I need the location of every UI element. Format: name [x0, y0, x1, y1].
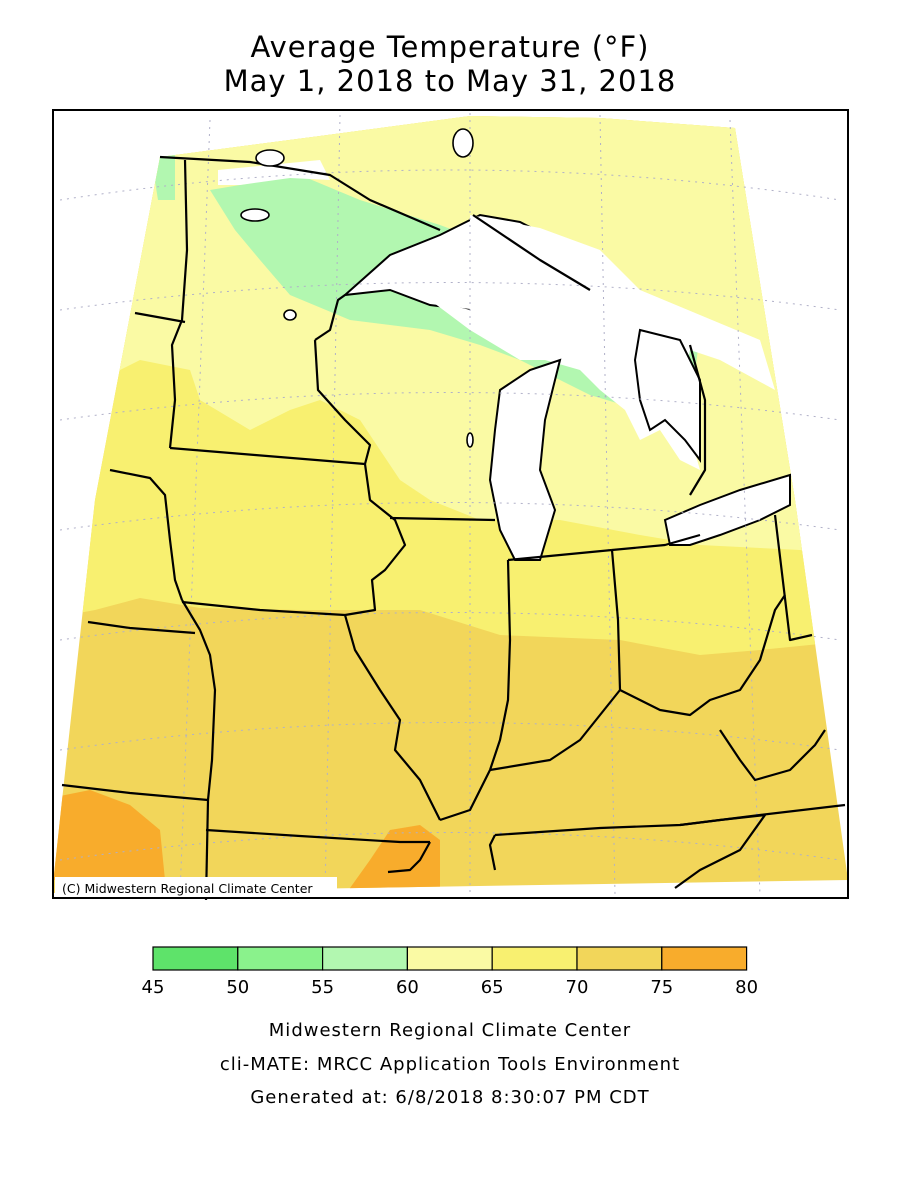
legend-box-3	[406, 946, 493, 971]
lake-erie	[663, 473, 791, 546]
border-in-mi	[507, 548, 613, 562]
legend-color-boxes	[152, 946, 748, 971]
footer-organization: Midwestern Regional Climate Center	[268, 1020, 632, 1041]
border-ia-il-wi	[344, 463, 407, 617]
legend-tick-labels: 45 50 55 60 65 70 75 80	[142, 977, 759, 998]
legend-box-1	[237, 946, 324, 971]
footer-generated-time: Generated at: 6/8/2018 8:30:07 PM CDT	[250, 1087, 650, 1108]
legend-box-0	[152, 946, 239, 971]
canada-land	[430, 215, 775, 470]
border-ia-mo	[181, 600, 346, 617]
legend-tick-60: 60	[396, 977, 419, 998]
lake-huron	[633, 328, 701, 463]
state-boundaries	[61, 155, 846, 901]
legend-tick-70: 70	[566, 977, 589, 998]
border-ks-mo	[181, 599, 217, 801]
great-lakes	[218, 160, 791, 561]
copyright-box	[55, 877, 337, 897]
legend-box-2	[322, 946, 409, 971]
border-mo-ar	[205, 828, 430, 844]
border-wi-il	[389, 516, 496, 522]
zone-75-80	[52, 790, 165, 880]
border-ky-wv	[719, 729, 826, 782]
border-ky-in-oh	[489, 594, 786, 772]
copyright-text: (C) Midwestern Regional Climate Center	[62, 881, 313, 896]
legend-tick-75: 75	[650, 977, 673, 998]
islands	[240, 128, 474, 448]
border-mn-wi	[313, 339, 372, 465]
border-il-in	[488, 559, 512, 771]
lake-michigan	[488, 358, 562, 561]
legend-tick-65: 65	[481, 977, 504, 998]
map-title: Average Temperature (°F)	[250, 30, 650, 64]
border-va	[674, 813, 767, 889]
legend-box-6	[661, 946, 748, 971]
graticule	[59, 113, 841, 896]
footer-tool-name: cli-MATE: MRCC Application Tools Environ…	[219, 1054, 681, 1075]
coastline-north	[159, 155, 441, 232]
border-mn-nd	[168, 159, 189, 449]
border-mn-ia	[169, 446, 366, 466]
legend-tick-45: 45	[142, 977, 165, 998]
border-ne-ia	[109, 468, 184, 601]
border-oh-pa	[773, 514, 813, 642]
map-frame	[52, 109, 849, 899]
legend-tick-80: 80	[735, 977, 758, 998]
legend-box-5	[576, 946, 663, 971]
legend-tick-55: 55	[311, 977, 334, 998]
legend-tick-50: 50	[226, 977, 249, 998]
border-in-oh	[610, 549, 622, 691]
map-date-range: May 1, 2018 to May 31, 2018	[223, 64, 677, 98]
border-il-mo	[343, 614, 441, 821]
legend-box-4	[491, 946, 578, 971]
border-us-canada	[472, 214, 591, 291]
